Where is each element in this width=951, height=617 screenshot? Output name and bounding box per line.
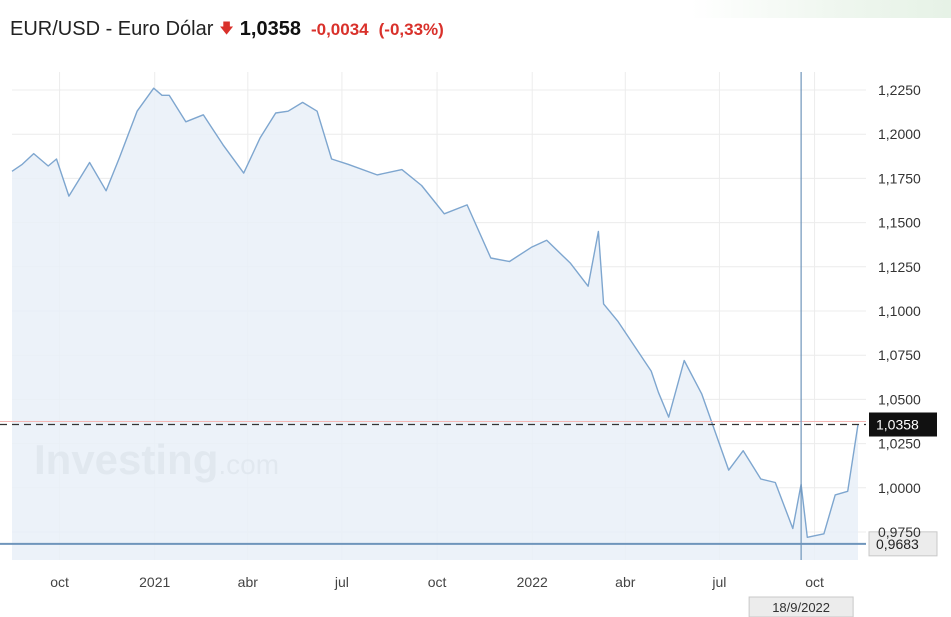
y-tick-label: 1,1000 <box>878 303 921 319</box>
current-value-label: 1,0358 <box>876 417 919 433</box>
support-value-label: 0,9683 <box>876 536 919 552</box>
x-tick-label: abr <box>238 574 259 590</box>
series-line <box>11 87 859 538</box>
x-tick-label: 2022 <box>517 574 548 590</box>
current-value-box <box>869 412 937 437</box>
y-tick-label: 1,0750 <box>878 347 921 363</box>
x-tick-label: oct <box>50 574 69 590</box>
series-group <box>11 87 859 560</box>
x-tick-label: jul <box>711 574 726 590</box>
series-area <box>12 88 858 560</box>
y-tick-label: 1,1500 <box>878 215 921 231</box>
support-value-box <box>868 531 938 557</box>
price-change-percent: (-0,33%) <box>378 20 444 39</box>
chart-header: EUR/USD - Euro Dólar 🡇 1,0358 -0,0034 (-… <box>10 18 444 44</box>
y-tick-label: 0,9750 <box>878 524 921 540</box>
x-tick-label: jul <box>334 574 349 590</box>
x-tick-label: oct <box>805 574 824 590</box>
x-tick-label: oct <box>428 574 447 590</box>
y-tick-label: 1,0250 <box>878 436 921 452</box>
x-tick-label: 2021 <box>139 574 170 590</box>
down-arrow-icon: 🡇 <box>219 20 234 36</box>
current-price: 1,0358 <box>239 18 301 40</box>
pair-title: EUR/USD - Euro Dólar <box>10 18 214 40</box>
y-tick-label: 1,1250 <box>878 259 921 275</box>
crosshair-date-label: 18/9/2022 <box>772 600 830 615</box>
corner-decoration <box>691 0 951 18</box>
y-tick-label: 1,0000 <box>878 480 921 496</box>
price-change: -0,0034 <box>310 20 369 39</box>
y-tick-label: 1,2000 <box>878 126 921 142</box>
overlay-group: 1,0358 0,9683 18/9/2022 <box>0 72 938 617</box>
x-tick-label: abr <box>615 574 636 590</box>
axes: 1,2250 1,2000 1,1750 1,1500 1,1250 1,1000 1,07… <box>50 82 921 590</box>
crosshair-date-box <box>748 596 854 617</box>
y-tick-label: 1,0500 <box>878 391 921 407</box>
y-tick-label: 1,1750 <box>878 170 921 186</box>
y-tick-label: 1,2250 <box>878 82 921 98</box>
